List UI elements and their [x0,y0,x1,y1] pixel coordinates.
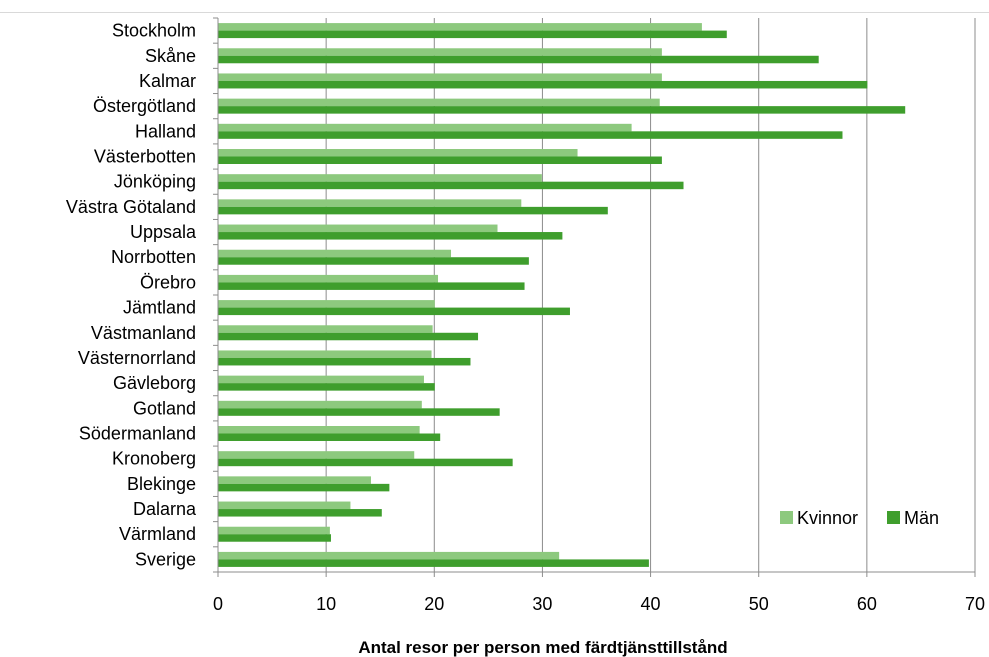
bar-kvinnor [218,375,424,384]
bar-kvinnor [218,149,578,157]
bar-man [218,282,525,290]
bar-man [218,483,390,492]
bar-kvinnor [218,526,330,535]
x-tick-label: 70 [965,594,985,614]
category-label: Dalarna [133,499,197,519]
bar-man [218,559,649,567]
bar-man [218,408,500,416]
category-label: Västra Götaland [66,197,196,217]
bar-man [218,257,529,265]
category-label: Kalmar [139,71,196,91]
bar-man [218,80,868,89]
legend-swatch [887,511,900,524]
chart-top-border [0,12,989,13]
bar-kvinnor [218,451,415,459]
legend-swatch [780,511,793,524]
category-label: Blekinge [127,474,196,494]
bar-man [218,458,513,467]
bar-man [218,509,382,517]
category-label: Örebro [140,272,196,292]
category-label: Skåne [145,46,196,66]
legend-label: Män [904,508,939,528]
category-label: Halland [135,121,196,141]
legend-label: Kvinnor [797,508,858,528]
bar-man [218,181,684,190]
category-label: Jämtland [123,298,196,318]
category-label: Gotland [133,398,196,418]
category-label: Västernorrland [78,348,196,368]
bar-man [218,357,471,366]
x-tick-label: 50 [749,594,769,614]
bar-man [218,106,906,114]
bar-man [218,534,331,542]
bar-kvinnor [218,476,371,484]
bar-kvinnor [218,249,452,258]
x-tick-label: 10 [316,594,336,614]
bar-kvinnor [218,350,432,358]
bar-man [218,232,563,240]
bar-kvinnor [218,274,439,283]
category-label: Östergötland [93,96,196,116]
legend: Kvinnor Män [780,508,939,528]
bar-man [218,433,441,441]
bar-kvinnor [218,123,632,132]
bar-man [218,156,662,164]
bar-kvinnor [218,174,542,182]
category-label: Jönköping [114,172,196,192]
bar-man [218,307,570,316]
bar-kvinnor [218,325,433,333]
x-axis-title: Antal resor per person med färdtjänsttil… [358,638,727,657]
x-tick-label: 60 [857,594,877,614]
bar-kvinnor [218,199,522,207]
bar-kvinnor [218,73,662,81]
category-label: Sverige [135,549,196,569]
bar-kvinnor [218,98,660,107]
category-label: Kronoberg [112,449,196,469]
bar-kvinnor [218,426,420,434]
x-tick-label: 0 [213,594,223,614]
bars [218,23,906,567]
bar-kvinnor [218,551,560,560]
x-tick-label: 40 [641,594,661,614]
bar-kvinnor [218,300,435,308]
x-tick-label: 20 [424,594,444,614]
bar-man [218,383,435,391]
category-label: Stockholm [112,21,196,41]
bar-kvinnor [218,48,662,56]
category-label: Västmanland [91,323,196,343]
axes [213,17,976,577]
bar-man [218,55,819,64]
bar-kvinnor [218,224,498,233]
category-label: Värmland [119,524,196,544]
x-tick-label: 30 [532,594,552,614]
bar-man [218,30,727,39]
category-label: Uppsala [130,222,197,242]
x-tick-labels: 0 10 20 30 40 50 60 70 [213,594,985,614]
category-label: Västerbotten [94,147,196,167]
category-label: Gävleborg [113,373,196,393]
bar-man [218,332,479,341]
bar-man [218,206,608,215]
bar-man [218,131,843,139]
category-label: Södermanland [79,424,196,444]
bar-kvinnor [218,23,702,31]
bar-kvinnor [218,501,351,510]
category-label: Norrbotten [111,247,196,267]
category-labels: Stockholm Skåne Kalmar Östergötland Halland V… [66,21,197,570]
bar-kvinnor [218,400,422,409]
